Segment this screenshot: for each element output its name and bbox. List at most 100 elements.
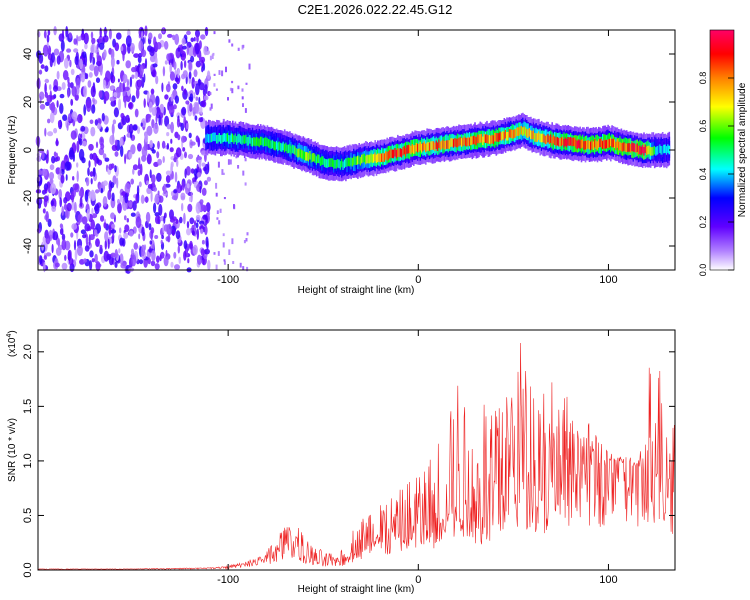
noise-speckle: [218, 220, 221, 225]
noise-speckle: [188, 71, 192, 79]
noise-speckle: [109, 96, 115, 102]
noise-speckle: [88, 190, 93, 199]
x-tick-label: -100: [217, 274, 239, 286]
ridge-segment: [421, 144, 423, 153]
noise-speckle: [186, 228, 191, 236]
ridge-segment: [337, 159, 339, 168]
ridge-segment: [588, 140, 591, 150]
noise-speckle: [138, 157, 141, 169]
noise-speckle: [113, 107, 119, 118]
noise-speckle: [140, 122, 143, 127]
noise-speckle: [91, 207, 94, 216]
noise-speckle: [133, 53, 140, 58]
noise-speckle: [46, 94, 53, 103]
noise-speckle: [160, 239, 163, 245]
noise-speckle: [59, 93, 65, 99]
noise-speckle: [58, 33, 65, 42]
noise-speckle: [95, 141, 99, 149]
ridge-segment: [590, 141, 592, 151]
noise-speckle: [194, 42, 201, 55]
noise-speckle: [216, 217, 219, 220]
noise-speckle: [47, 218, 52, 228]
ridge-segment: [394, 148, 396, 157]
noise-speckle: [59, 103, 64, 114]
ridge-segment: [228, 135, 230, 144]
noise-speckle: [149, 169, 152, 179]
noise-speckle: [103, 91, 110, 101]
noise-speckle: [207, 259, 211, 271]
ridge-segment: [378, 153, 380, 162]
noise-speckle: [50, 101, 56, 114]
ridge-segment: [349, 157, 351, 167]
noise-speckle: [148, 101, 153, 113]
noise-speckle: [187, 101, 190, 114]
noise-speckle: [231, 43, 234, 47]
noise-speckle: [176, 158, 179, 168]
ridge-segment: [351, 157, 354, 167]
noise-speckle: [242, 44, 245, 48]
noise-speckle: [120, 145, 124, 157]
noise-speckle: [41, 168, 48, 177]
ridge-segment: [306, 152, 309, 161]
ridge-segment: [480, 134, 483, 143]
noise-speckle: [174, 264, 180, 270]
noise-speckle: [52, 231, 59, 241]
noise-speckle: [77, 213, 83, 223]
noise-speckle: [104, 157, 110, 162]
ridge-segment: [428, 142, 431, 152]
ridge-segment: [543, 134, 545, 143]
ridge-segment: [229, 135, 231, 144]
noise-speckle: [101, 112, 105, 122]
noise-speckle: [128, 201, 133, 208]
ridge-segment: [366, 154, 368, 164]
noise-speckle: [74, 248, 78, 261]
ridge-segment: [273, 141, 275, 150]
ridge-segment: [325, 159, 327, 168]
noise-speckle: [91, 258, 95, 263]
noise-speckle: [54, 262, 60, 268]
noise-speckle: [109, 135, 115, 145]
noise-speckle: [183, 212, 186, 225]
noise-speckle: [213, 73, 216, 76]
ridge-segment: [422, 142, 424, 152]
ridge-segment: [564, 137, 567, 146]
ridge-segment: [555, 137, 557, 147]
ridge-segment: [538, 131, 540, 140]
noise-speckle: [204, 84, 208, 95]
noise-speckle: [225, 66, 227, 73]
noise-speckle: [90, 126, 96, 137]
noise-speckle: [87, 167, 90, 177]
noise-speckle: [125, 35, 132, 47]
ridge-segment: [299, 149, 302, 158]
noise-speckle: [128, 230, 134, 237]
ridge-segment: [652, 146, 655, 156]
noise-speckle: [245, 238, 248, 242]
ridge-segment: [508, 129, 511, 138]
ridge-segment: [527, 129, 529, 138]
ridge-segment: [540, 133, 543, 143]
noise-speckle: [43, 198, 48, 208]
noise-speckle: [174, 171, 178, 183]
noise-speckle: [186, 183, 190, 189]
noise-speckle: [56, 156, 60, 162]
ridge-segment: [439, 141, 442, 151]
noise-speckle: [110, 85, 114, 91]
noise-speckle: [138, 181, 142, 188]
ridge-segment: [262, 138, 265, 147]
ridge-segment: [267, 139, 270, 148]
noise-speckle: [244, 108, 247, 113]
noise-speckle: [170, 261, 174, 268]
y-tick-label: 2.0: [22, 344, 34, 359]
ridge-segment: [440, 140, 443, 150]
ridge-segment: [567, 137, 569, 146]
ridge-segment: [274, 141, 277, 151]
y-tick-label: 1.0: [22, 453, 34, 468]
noise-speckle: [169, 71, 175, 81]
noise-speckle: [44, 78, 50, 84]
ridge-segment: [500, 132, 503, 141]
noise-speckle: [80, 133, 83, 139]
noise-speckle: [82, 51, 87, 59]
noise-speckle: [59, 197, 62, 208]
noise-speckle: [201, 239, 205, 245]
noise-speckle: [99, 244, 103, 249]
